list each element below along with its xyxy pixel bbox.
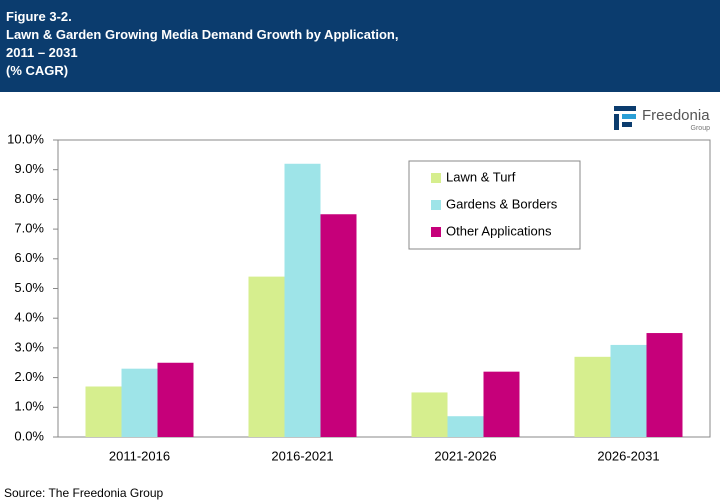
x-tick-label: 2016-2021 <box>271 448 333 463</box>
legend-swatch <box>431 227 441 237</box>
legend-swatch <box>431 200 441 210</box>
y-tick-label: 10.0% <box>7 131 44 146</box>
title-line: (% CAGR) <box>6 63 69 78</box>
logo-bar <box>622 122 632 127</box>
y-tick-label: 6.0% <box>14 250 44 265</box>
y-tick-label: 3.0% <box>14 339 44 354</box>
logo-bar <box>622 114 636 119</box>
y-tick-label: 8.0% <box>14 191 44 206</box>
y-tick-label: 4.0% <box>14 310 44 325</box>
y-tick-label: 9.0% <box>14 161 44 176</box>
bar <box>646 333 683 437</box>
y-tick-label: 2.0% <box>14 369 44 384</box>
y-tick-label: 0.0% <box>14 428 44 443</box>
bar <box>85 386 122 437</box>
legend-label: Lawn & Turf <box>446 169 516 184</box>
legend-label: Other Applications <box>446 223 552 238</box>
bar <box>447 416 484 437</box>
bar <box>411 392 448 437</box>
bar <box>610 344 647 437</box>
bar <box>574 356 611 437</box>
logo-bar <box>614 114 619 130</box>
x-tick-label: 2021-2026 <box>434 448 496 463</box>
bar <box>248 276 285 437</box>
title-line: Figure 3-2. <box>6 9 72 24</box>
x-tick-label: 2026-2031 <box>597 448 659 463</box>
bar <box>320 214 357 437</box>
title-line: 2011 – 2031 <box>6 45 78 60</box>
logo-bar <box>614 106 636 111</box>
logo: Freedonia Group <box>614 106 710 132</box>
bar <box>121 368 158 437</box>
bar <box>157 362 194 437</box>
y-tick-label: 7.0% <box>14 221 44 236</box>
title-line: Lawn & Garden Growing Media Demand Growt… <box>6 27 399 42</box>
y-tick-label: 1.0% <box>14 399 44 414</box>
header: Figure 3-2. Lawn & Garden Growing Media D… <box>0 0 720 92</box>
bar <box>284 163 321 437</box>
bar <box>483 371 520 437</box>
y-tick-label: 5.0% <box>14 280 44 295</box>
legend-label: Gardens & Borders <box>446 196 558 211</box>
logo-name: Freedonia <box>642 107 710 124</box>
legend-swatch <box>431 173 441 183</box>
x-tick-label: 2011-2016 <box>109 448 170 463</box>
source: Source: The Freedonia Group <box>4 486 164 500</box>
logo-sub: Group <box>691 125 711 132</box>
